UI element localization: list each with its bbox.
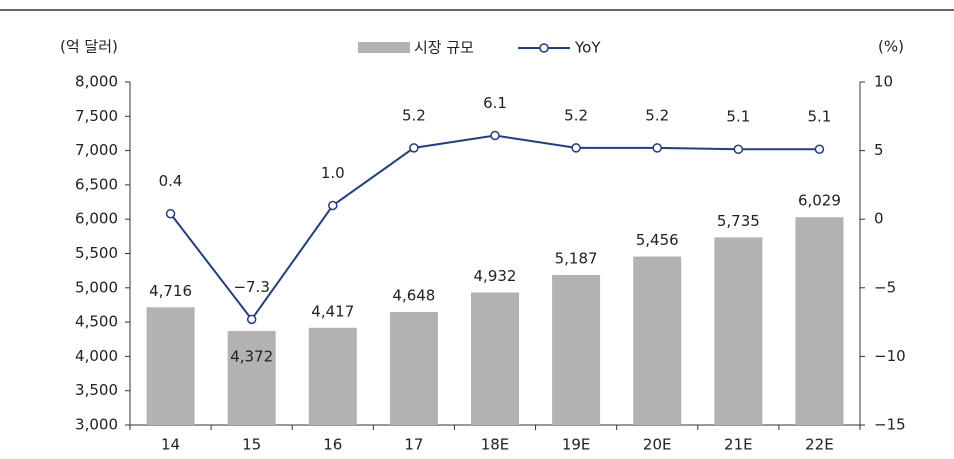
bar [795,217,844,425]
yoy-marker [652,143,662,153]
line-value-label: 5.2 [564,106,588,124]
bar [308,327,357,425]
y2-axis-label: (%) [878,38,904,56]
y-axis-label: (억 달러) [60,38,118,56]
yoy-marker [814,144,825,154]
bar [552,274,601,425]
bar-value-label: 5,735 [717,212,760,230]
y-tick-label: 6,500 [75,175,118,193]
yoy-marker [490,130,500,141]
y-tick-label: 6,000 [75,210,118,228]
bar [471,292,519,425]
bar-value-label: 4,716 [149,282,192,300]
legend-label: 시장 규모 [414,39,474,57]
x-tick-label: 21E [724,436,753,454]
bar-value-label: 4,932 [474,267,517,285]
line-value-label: 5.2 [402,106,426,124]
y2-tick-label: 5 [874,141,884,159]
x-tick-label: 22E [805,436,834,454]
line-value-label: 0.4 [159,172,183,190]
y2-tick-label: −10 [874,347,906,365]
bar [714,237,763,425]
yoy-marker [571,143,581,153]
line-value-label: 5.1 [808,108,832,126]
yoy-marker [328,200,338,211]
y2-tick-label: −5 [874,278,896,296]
y-tick-label: 5,500 [75,244,118,262]
line-value-label: 1.0 [321,164,345,182]
line-value-label: 5.2 [645,106,669,124]
y-tick-label: 4,500 [75,313,118,331]
legend-label: YoY [574,39,601,57]
x-tick-label: 16 [323,436,342,454]
bar-value-label: 4,648 [392,286,435,304]
bar-value-label: 4,417 [311,302,354,320]
bar [146,307,195,425]
yoy-marker [733,144,744,154]
y-tick-label: 5,000 [75,278,118,296]
x-tick-label: 19E [562,436,591,454]
legend-swatch [358,42,410,53]
x-tick-label: 18E [481,436,510,454]
x-tick-label: 17 [404,436,423,454]
bar [633,256,682,425]
bar-value-label: 5,187 [555,249,598,267]
bar [227,330,276,425]
bar [389,311,438,425]
y2-tick-label: 0 [874,210,884,228]
yoy-marker [246,314,257,325]
y-tick-label: 8,000 [75,73,118,91]
y2-tick-label: −15 [874,416,906,434]
line-value-label: −7.3 [233,278,269,296]
yoy-marker [409,143,419,153]
line-value-label: 5.1 [726,108,750,126]
line-value-label: 6.1 [483,94,507,112]
bar-value-label: 6,029 [798,192,841,210]
bar-value-label: 5,456 [636,231,679,249]
x-tick-label: 14 [161,436,180,454]
x-tick-label: 15 [242,436,261,454]
y2-tick-label: 10 [874,73,893,91]
bar-value-label: 4,372 [230,347,273,365]
y-tick-label: 3,000 [75,416,118,434]
y-tick-label: 3,500 [75,381,118,399]
yoy-marker [165,208,176,219]
y-tick-label: 4,000 [75,347,118,365]
x-tick-label: 20E [643,436,672,454]
legend-marker [539,43,549,53]
y-tick-label: 7,500 [75,107,118,125]
y-tick-label: 7,000 [75,141,118,159]
